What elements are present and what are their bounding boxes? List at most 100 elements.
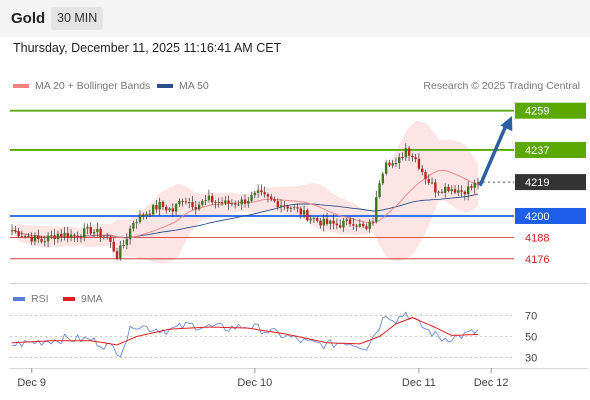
legend-rsi-label: RSI (31, 293, 49, 305)
candle-body (27, 236, 30, 238)
x-axis-label: Dec 12 (474, 377, 509, 389)
legend-9ma-label: 9MA (81, 293, 103, 305)
timeframe-badge[interactable]: 30 MIN (51, 7, 104, 30)
candle-body (105, 236, 109, 238)
candle-body (404, 148, 408, 158)
candle-body (56, 233, 60, 240)
candle-body (161, 201, 165, 207)
candle-body (92, 232, 96, 234)
instrument-title: Gold (11, 10, 46, 27)
candle-body (256, 190, 260, 193)
rsi-tick-label: 50 (525, 332, 537, 344)
candle-body (201, 200, 204, 205)
candle-body (69, 234, 73, 238)
candle-body (73, 234, 76, 236)
bollinger-band (12, 121, 478, 264)
candle-body (194, 207, 197, 210)
candle-body (296, 207, 299, 209)
x-axis-label: Dec 9 (17, 377, 46, 389)
candle-body (388, 162, 391, 166)
candle-body (50, 235, 53, 237)
candle-body (345, 219, 348, 221)
candle-body (128, 228, 132, 240)
candle-body (466, 186, 470, 195)
candle-body (233, 203, 237, 205)
candle-body (427, 179, 430, 183)
candle-body (132, 222, 135, 229)
candle-body (250, 195, 253, 201)
candle-body (470, 186, 473, 188)
ma20-swatch (13, 84, 29, 89)
candle-body (401, 157, 404, 159)
candle-body (421, 168, 424, 173)
x-axis-label: Dec 10 (237, 377, 272, 389)
candle-body (210, 195, 214, 203)
level-tag (515, 174, 586, 191)
candle-body (171, 208, 175, 212)
candle-body (368, 221, 371, 229)
candle-body (174, 204, 178, 212)
candle-body (440, 191, 444, 193)
candle-body (79, 237, 83, 239)
candle-body (443, 186, 447, 193)
candle-body (60, 233, 63, 237)
candle-body (10, 230, 14, 232)
rsi-swatch (13, 297, 25, 302)
candle-body (197, 204, 201, 210)
candle-body (224, 200, 227, 204)
ma9-swatch (63, 297, 75, 302)
candle-body (302, 210, 306, 215)
candle-body (312, 218, 316, 220)
candle-body (66, 233, 69, 238)
candle-body (158, 201, 161, 210)
candle-body (30, 236, 33, 242)
candle-body (306, 210, 309, 221)
candle-body (20, 236, 24, 238)
candle-body (453, 189, 457, 193)
candle-body (286, 206, 289, 209)
candle-body (214, 201, 217, 203)
candle-body (204, 199, 207, 201)
level-tag (515, 141, 586, 158)
legend-rsi: RSI (13, 293, 49, 305)
candle-body (243, 199, 247, 204)
candle-body (181, 200, 184, 202)
candle-body (86, 227, 89, 229)
candle-body (109, 236, 112, 242)
candle-body (76, 235, 79, 238)
candle-body (309, 218, 312, 221)
candle-body (53, 235, 56, 240)
candle-body (414, 157, 417, 159)
candle-body (237, 204, 240, 206)
candle-body (89, 227, 92, 234)
forecast-arrow (478, 122, 509, 187)
candle-body (207, 195, 211, 200)
candle-body (457, 190, 460, 193)
rsi-ma-line (11, 317, 479, 346)
candle-body (437, 191, 440, 193)
legend-ma20: MA 20 + Bollinger Bands (13, 80, 150, 92)
candle-body (17, 231, 20, 237)
rsi-line (11, 311, 479, 358)
level-label: 4200 (525, 211, 549, 223)
timestamp: Thursday, December 11, 2025 11:16:41 AM … (13, 41, 282, 55)
candle-body (168, 208, 171, 211)
level-tag (515, 207, 586, 224)
candle-body (391, 163, 394, 166)
candle-body (96, 229, 99, 233)
candle-body (178, 200, 181, 205)
candle-body (335, 223, 339, 226)
candle-body (394, 163, 398, 165)
candle-body (263, 192, 266, 195)
level-label: 4259 (525, 106, 549, 118)
candle-body (63, 233, 66, 237)
candle-body (352, 224, 355, 226)
candle-body (122, 245, 125, 247)
level-label: 4176 (525, 254, 549, 266)
candle-body (322, 218, 325, 226)
candle-body (148, 213, 152, 215)
candle-body (325, 218, 329, 224)
forecast-arrow-head (500, 116, 513, 132)
